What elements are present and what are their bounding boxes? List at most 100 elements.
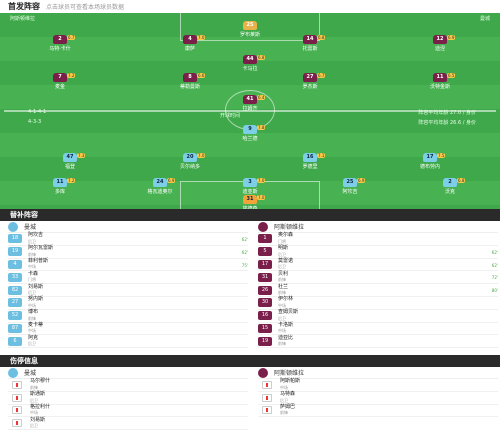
shirt-icon: 7 [53,73,67,82]
home-player[interactable]: 20 贝尔纳多 7.0 [155,153,225,170]
injury-row[interactable]: 刘易斯 后卫 [8,416,248,431]
injured-position: 后卫 [30,397,38,403]
shirt-icon: 25 [243,21,257,30]
home-player[interactable]: 16 罗德里 7.1 [275,153,345,170]
home-player[interactable]: 3 迪亚斯 7.0 [215,178,285,195]
sub-time: 62' [491,262,498,268]
away-player[interactable]: 8 蒂勒曼斯 6.6 [155,73,225,90]
shirt-number: 5 [258,247,272,257]
sub-name: 杜兰 [278,283,289,290]
sub-position: 后卫 [278,264,286,270]
injury-icon [12,393,22,402]
away-team-label: 阿斯顿维拉 [10,16,36,22]
sub-position: 前锋 [28,251,36,257]
shirt-number: 16 [258,311,272,321]
home-player[interactable]: 9 哈兰德 7.8 [215,125,285,142]
sub-name: 明斯 [278,245,289,252]
sub-row[interactable]: 87 麦卡蒂 中场 [8,322,248,336]
sub-name: 菲利普斯 [28,257,49,264]
sub-row[interactable]: 27 努内斯 中场 [8,297,248,310]
away-player[interactable]: 11 沃特金斯 6.5 [405,73,475,90]
sub-row[interactable]: 33 卡森 门将 [8,271,248,285]
sub-row[interactable]: 26 杜兰 前锋 80' [258,284,498,297]
injury-row[interactable]: 阿斯帕斯 中场 [258,379,498,392]
home-team-name: 曼城 [24,224,37,231]
injury-icon [12,380,22,389]
sub-name: 查姆贝斯 [278,309,299,316]
sub-name: 迪亚比 [278,334,294,341]
home-player[interactable]: 17 德布劳内 7.5 [395,153,465,170]
injury-row[interactable]: 格拉利什 中场 [8,404,248,418]
rating-badge: 6.5 [447,73,456,78]
shirt-icon: 20 [183,153,197,162]
shirt-number: 33 [8,272,22,282]
sub-name: 阿克 [28,334,39,341]
sub-row[interactable]: 15 卡洛斯 中场 [258,322,498,336]
sub-row[interactable]: 17 莫雷诺 后卫 62' [258,258,498,272]
sub-row[interactable]: 82 刘易斯 后卫 [8,284,248,297]
rating-badge: 7.0 [197,153,206,158]
player-name: 阿坎吉 [342,189,358,195]
home-player[interactable]: 47 福登 7.3 [35,153,105,170]
injury-row[interactable]: 马特森 后卫 [258,392,498,405]
sub-row[interactable]: 5 明斯 后卫 62' [258,246,498,259]
sub-position: 中场 [278,302,286,308]
home-player[interactable]: 24 格瓦迪奥尔 6.9 [125,178,195,195]
shirt-number: 26 [258,285,272,295]
away-player[interactable]: 7 麦金 7.2 [25,73,95,90]
player-name: 埃德森 [242,206,258,209]
sub-row[interactable]: 30 伊尔林 中场 [258,297,498,310]
injured-name: 刘易斯 [30,416,46,423]
rating-badge: 6.8 [457,178,466,183]
shirt-number: 31 [258,272,272,282]
shirt-icon: 16 [303,153,317,162]
away-player[interactable]: 2 马特·卡什 6.7 [25,35,95,52]
sub-name: 博布 [28,309,39,316]
match-info: 开球时间 [220,113,241,119]
rating-badge: 6.7 [317,73,326,78]
player-name: 福登 [64,164,75,170]
sub-time: 62' [241,249,248,255]
sub-position: 后卫 [278,251,286,257]
sub-row[interactable]: 18 阿坎吉 后卫 62' [8,233,248,246]
sub-row[interactable]: 4 菲利普斯 中场 75' [8,257,248,272]
sub-row[interactable]: 1 奥尔森 门将 [258,233,498,246]
away-player[interactable]: 27 罗杰斯 6.7 [275,73,345,90]
injury-icon [12,406,22,415]
away-player[interactable]: 25 罗布莱斯 [215,21,285,38]
player-name: 沃克 [444,189,455,195]
sub-name: 奥尔森 [278,232,294,239]
injury-row[interactable]: 萨姆巴 前锋 [258,404,498,418]
home-player[interactable]: 2 沃克 6.8 [415,178,485,195]
sub-row[interactable]: 19 阿尔瓦雷斯 前锋 62' [8,246,248,259]
injury-row[interactable]: 马尔穆什 前锋 [8,379,248,392]
shirt-icon: 17 [423,153,437,162]
home-player[interactable]: 31 埃德森 7.0 [215,195,285,209]
away-player[interactable]: 4 康萨 7.0 [155,35,225,52]
sub-row[interactable]: 6 阿克 后卫 [8,334,248,349]
shirt-icon: 4 [183,35,197,44]
shirt-number: 6 [8,336,22,346]
rating-badge: 7.1 [317,153,326,158]
injury-icon [12,419,22,428]
injury-row[interactable]: 斯通斯 后卫 [8,392,248,405]
sub-row[interactable]: 16 查姆贝斯 后卫 [258,310,498,323]
away-player[interactable]: 44 卡马拉 6.8 [215,55,285,72]
home-player[interactable]: 25 阿坎吉 6.9 [315,178,385,195]
home-player[interactable]: 11 多库 7.2 [25,178,95,195]
shirt-icon: 47 [63,153,77,162]
shirt-number: 82 [8,285,22,295]
sub-row[interactable]: 31 贝利 前锋 72' [258,271,498,285]
away-player[interactable]: 14 托雷斯 6.8 [275,35,345,52]
rating-badge: 7.0 [257,195,266,200]
sub-position: 后卫 [28,290,36,296]
away-formation: 4-1-4-1 [28,109,47,115]
away-player[interactable]: 41 拉姆齐 6.4 [215,95,285,112]
rating-badge: 7.2 [67,178,76,183]
away-player[interactable]: 12 迪涅 6.9 [405,35,475,52]
sub-row[interactable]: 19 迪亚比 前锋 [258,334,498,349]
player-name: 蒂勒曼斯 [179,84,200,90]
lineup-title: 首发阵容 [8,2,40,11]
sub-row[interactable]: 52 博布 前锋 [8,310,248,323]
sub-name: 阿尔瓦雷斯 [28,245,54,252]
